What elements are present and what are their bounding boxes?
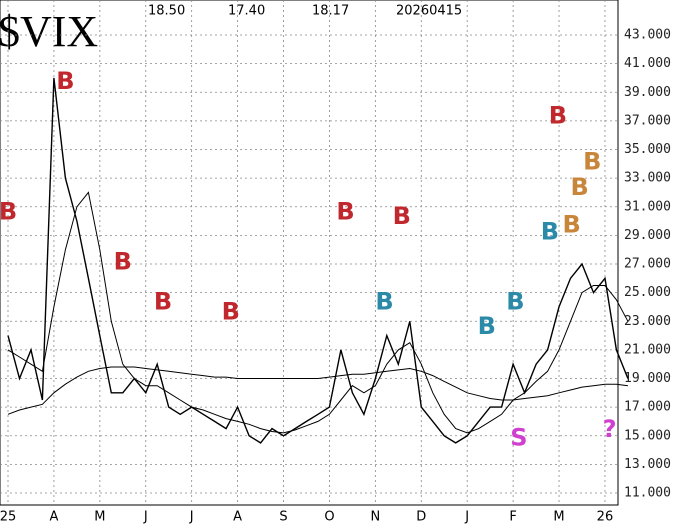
signal-label: B [336, 197, 354, 225]
x-tick-label: 26 [597, 510, 614, 525]
signal-label: B [549, 102, 567, 130]
y-tick-label: 25.000 [624, 285, 671, 300]
signal-label: B [541, 218, 559, 246]
signal-label: B [506, 288, 524, 316]
y-tick-label: 31.000 [624, 199, 671, 214]
x-tick-label: A [49, 510, 58, 525]
y-tick-label: 19.000 [624, 371, 671, 386]
y-tick-label: 35.000 [624, 142, 671, 157]
moving-average [7, 191, 629, 434]
x-tick-label: M [94, 510, 105, 525]
signal-label: B [154, 288, 172, 316]
signal-label: ? [603, 415, 617, 443]
x-tick-label: J [189, 510, 194, 525]
y-tick-label: 39.000 [624, 85, 671, 100]
y-tick-label: 27.000 [624, 257, 671, 272]
header-value: 18.17 [312, 4, 349, 19]
y-tick-label: 41.000 [624, 56, 671, 71]
header-value: 20260415 [396, 4, 462, 19]
y-tick-label: 11.000 [624, 486, 671, 501]
x-tick-label: S [279, 510, 287, 525]
plot-frame [0, 0, 619, 506]
y-tick-label: 21.000 [624, 342, 671, 357]
x-tick-label: O [324, 510, 334, 525]
x-tick-label: 25 [0, 510, 16, 525]
signal-label: B [56, 67, 74, 95]
signal-label: S [510, 424, 527, 452]
y-tick-label: 13.000 [624, 457, 671, 472]
signal-label: B [0, 197, 17, 225]
x-tick-label: A [233, 510, 242, 525]
y-tick-label: 15.000 [624, 428, 671, 443]
x-tick-label: D [416, 510, 426, 525]
signal-label: B [375, 288, 393, 316]
y-tick-label: 17.000 [624, 400, 671, 415]
signal-label: B [114, 248, 132, 276]
x-tick-label: M [553, 510, 564, 525]
signal-label: B [563, 210, 581, 238]
y-tick-label: 29.000 [624, 228, 671, 243]
signal-label: B [222, 298, 240, 326]
price-line [7, 77, 629, 444]
signal-label: B [571, 173, 589, 201]
header-value: 17.40 [228, 4, 265, 19]
y-tick-label: 43.000 [624, 28, 671, 43]
moving-average [7, 366, 628, 415]
signal-label: B [393, 202, 411, 230]
x-tick-label: J [464, 510, 469, 525]
x-tick-label: F [509, 510, 516, 525]
y-tick-label: 33.000 [624, 171, 671, 186]
x-tick-label: N [370, 510, 380, 525]
header-value: 18.50 [148, 4, 185, 19]
signal-label: B [478, 312, 496, 340]
y-tick-label: 37.000 [624, 113, 671, 128]
y-tick-label: 23.000 [624, 314, 671, 329]
chart-title: $VIX [0, 7, 98, 56]
signal-label: B [583, 147, 601, 175]
x-tick-label: J [143, 510, 148, 525]
